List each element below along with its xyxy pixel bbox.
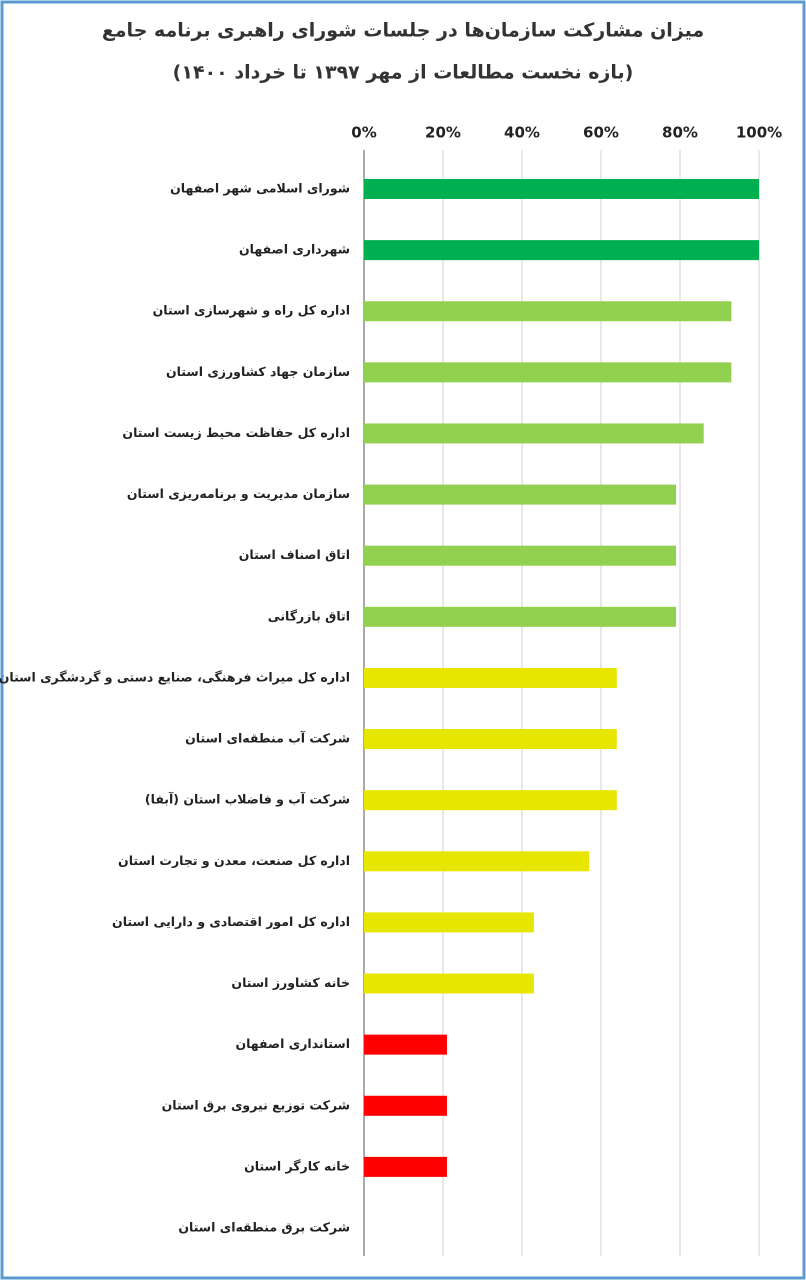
bar — [364, 790, 617, 811]
x-tick-label: 20% — [425, 124, 461, 142]
y-tick-label: شهرداری اصفهان — [239, 242, 350, 257]
y-tick-label: شرکت آب و فاضلاب استان (آبفا) — [145, 792, 350, 807]
bar — [364, 423, 704, 444]
chart-subtitle: (بازه نخست مطالعات از مهر ۱۳۹۷ تا خرداد … — [173, 62, 634, 84]
y-tick-label: اداره کل صنعت، معدن و تجارت استان — [118, 853, 350, 868]
bar — [364, 545, 677, 566]
bar — [364, 1095, 447, 1116]
bar — [364, 851, 590, 872]
x-tick-label: 60% — [583, 124, 619, 142]
x-tick-label: 80% — [662, 124, 698, 142]
bar — [364, 240, 759, 261]
y-tick-label: اداره کل راه و شهرسازی استان — [153, 303, 350, 318]
bar — [364, 1034, 447, 1055]
bar — [364, 667, 617, 688]
bar — [364, 362, 732, 383]
y-tick-label: شرکت توزیع نیروی برق استان — [162, 1097, 350, 1112]
chart-title: میزان مشارکت سازمان‌ها در جلسات شورای را… — [102, 20, 704, 42]
bar — [364, 973, 534, 994]
y-tick-label: خانه کارگر استان — [244, 1158, 350, 1173]
x-tick-label: 40% — [504, 124, 540, 142]
y-tick-label: اداره کل میراث فرهنگی، صنایع دستی و گردش… — [0, 669, 350, 684]
bar — [364, 484, 677, 505]
bar — [364, 606, 677, 627]
bar — [364, 729, 617, 750]
bar — [364, 1156, 447, 1177]
y-tick-label: شرکت آب منطقه‌ای استان — [185, 731, 350, 746]
bar — [364, 179, 759, 199]
y-tick-label: اتاق بازرگانی — [268, 608, 350, 623]
bar — [364, 301, 732, 322]
y-tick-label: خانه کشاورز استان — [231, 975, 350, 990]
y-tick-label: شورای اسلامی شهر اصفهان — [170, 181, 350, 196]
y-tick-label: استانداری اصفهان — [235, 1036, 350, 1051]
x-tick-label: 100% — [736, 124, 782, 142]
y-tick-label: اداره کل امور اقتصادی و دارایی استان — [112, 914, 350, 929]
x-tick-label: 0% — [351, 124, 376, 142]
y-tick-label: سازمان جهاد کشاورزی استان — [166, 364, 350, 379]
bar — [364, 912, 534, 933]
y-tick-label: شرکت برق منطقه‌ای استان — [178, 1220, 350, 1235]
y-tick-label: سازمان مدیریت و برنامه‌ریزی استان — [127, 486, 350, 501]
y-tick-label: اداره کل حفاظت محیط زیست استان — [122, 425, 350, 440]
y-tick-label: اتاق اصناف استان — [239, 547, 350, 562]
